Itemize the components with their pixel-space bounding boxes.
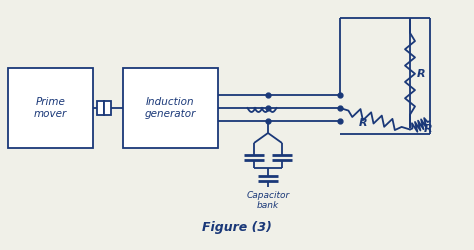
Text: Figure (3): Figure (3): [202, 222, 272, 234]
Text: R: R: [424, 124, 432, 134]
Bar: [104, 101, 111, 115]
Text: R: R: [359, 118, 367, 128]
Text: Induction
generator: Induction generator: [145, 97, 196, 119]
Bar: [8, 68, 93, 148]
Text: R: R: [417, 69, 426, 79]
Bar: [123, 68, 218, 148]
Text: Prime
mover: Prime mover: [34, 97, 67, 119]
Bar: [97, 101, 104, 115]
Text: Capacitor
bank: Capacitor bank: [246, 191, 290, 210]
